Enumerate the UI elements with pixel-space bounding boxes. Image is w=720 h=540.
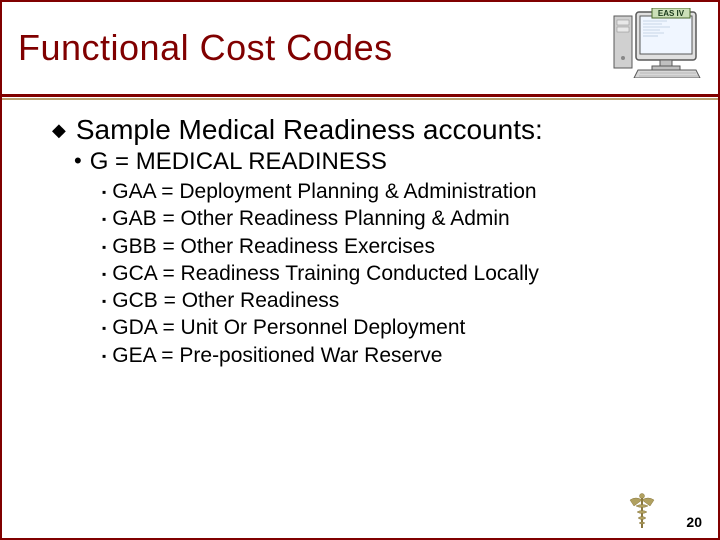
level1-text: Sample Medical Readiness accounts: bbox=[76, 114, 543, 146]
bullet-level-2: • G = MEDICAL READINESS bbox=[74, 148, 678, 176]
bullet-level-1: ◆ Sample Medical Readiness accounts: bbox=[52, 114, 678, 146]
level3-text: GAA = Deployment Planning & Administrati… bbox=[112, 178, 536, 205]
diamond-bullet-icon: ◆ bbox=[52, 120, 66, 141]
bullet-level-3: ▪ GBB = Other Readiness Exercises bbox=[102, 233, 678, 260]
bullet-level-3: ▪ GEA = Pre-positioned War Reserve bbox=[102, 342, 678, 369]
square-bullet-icon: ▪ bbox=[102, 267, 106, 283]
computer-icon: EAS IV bbox=[612, 8, 702, 78]
square-bullet-icon: ▪ bbox=[102, 349, 106, 365]
caduceus-icon bbox=[622, 492, 662, 532]
slide-title: Functional Cost Codes bbox=[2, 27, 393, 69]
bullet-level-3: ▪ GDA = Unit Or Personnel Deployment bbox=[102, 314, 678, 341]
square-bullet-icon: ▪ bbox=[102, 212, 106, 228]
slide: Functional Cost Codes EAS IV bbox=[0, 0, 720, 540]
square-bullet-icon: ▪ bbox=[102, 185, 106, 201]
monitor-label: EAS IV bbox=[658, 9, 685, 18]
header-rule-primary bbox=[2, 94, 718, 97]
bullet-level-3: ▪ GAA = Deployment Planning & Administra… bbox=[102, 178, 678, 205]
level3-text: GDA = Unit Or Personnel Deployment bbox=[112, 314, 465, 341]
page-number: 20 bbox=[686, 514, 702, 530]
bullet-level-3: ▪ GCB = Other Readiness bbox=[102, 287, 678, 314]
square-bullet-icon: ▪ bbox=[102, 294, 106, 310]
level2-text: G = MEDICAL READINESS bbox=[90, 148, 387, 176]
square-bullet-icon: ▪ bbox=[102, 240, 106, 256]
square-bullet-icon: ▪ bbox=[102, 321, 106, 337]
bullet-level-3: ▪ GAB = Other Readiness Planning & Admin bbox=[102, 205, 678, 232]
level3-text: GEA = Pre-positioned War Reserve bbox=[112, 342, 442, 369]
level3-text: GCA = Readiness Training Conducted Local… bbox=[112, 260, 539, 287]
bullet-level-3: ▪ GCA = Readiness Training Conducted Loc… bbox=[102, 260, 678, 287]
dot-bullet-icon: • bbox=[74, 148, 82, 174]
level3-text: GCB = Other Readiness bbox=[112, 287, 339, 314]
level3-text: GAB = Other Readiness Planning & Admin bbox=[112, 205, 509, 232]
slide-header: Functional Cost Codes EAS IV bbox=[2, 2, 718, 94]
slide-body: ◆ Sample Medical Readiness accounts: • G… bbox=[2, 100, 718, 389]
level3-text: GBB = Other Readiness Exercises bbox=[112, 233, 435, 260]
